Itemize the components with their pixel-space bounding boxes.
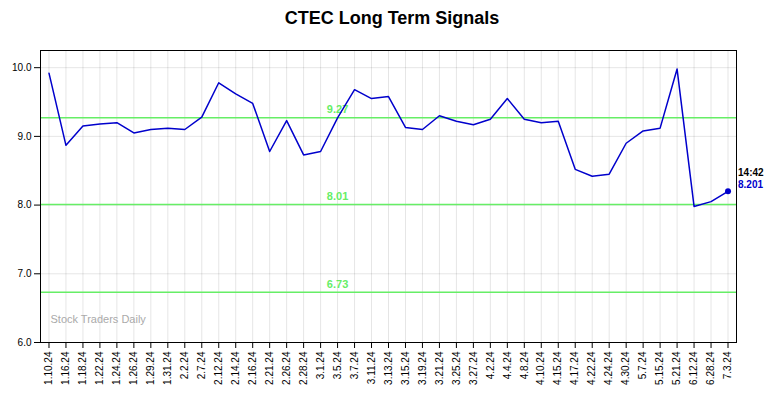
svg-text:2.7.24: 2.7.24 <box>196 351 207 379</box>
svg-text:2.14.24: 2.14.24 <box>230 351 241 385</box>
html-text:CTEC Long Term Signals: CTEC Long Term Signals <box>284 8 500 28</box>
svg-text:3.5.24: 3.5.24 <box>332 351 343 379</box>
svg-text:1.22.24: 1.22.24 <box>94 351 105 385</box>
svg-text:5.15.24: 5.15.24 <box>654 351 665 385</box>
svg-text:3.27.24: 3.27.24 <box>468 351 479 385</box>
svg-text:1.31.24: 1.31.24 <box>162 351 173 385</box>
svg-text:5.7.24: 5.7.24 <box>637 351 648 379</box>
svg-text:4.17.24: 4.17.24 <box>569 351 580 385</box>
svg-text:Stock Traders Daily: Stock Traders Daily <box>51 313 147 325</box>
svg-text:8.01: 8.01 <box>327 190 348 202</box>
svg-text:4.24.24: 4.24.24 <box>603 351 614 385</box>
svg-text:6.12.24: 6.12.24 <box>688 351 699 385</box>
svg-text:1.29.24: 1.29.24 <box>145 351 156 385</box>
svg-text:8.201: 8.201 <box>738 179 763 190</box>
svg-text:1.26.24: 1.26.24 <box>128 351 139 385</box>
svg-text:7.0: 7.0 <box>18 268 32 279</box>
svg-text:3.21.24: 3.21.24 <box>434 351 445 385</box>
svg-text:3.1.24: 3.1.24 <box>315 351 326 379</box>
svg-text:4.10.24: 4.10.24 <box>535 351 546 385</box>
svg-text:9.0: 9.0 <box>18 131 32 142</box>
svg-text:8.0: 8.0 <box>18 199 32 210</box>
svg-text:1.24.24: 1.24.24 <box>111 351 122 385</box>
svg-text:4.22.24: 4.22.24 <box>586 351 597 385</box>
svg-text:7.3.24: 7.3.24 <box>722 351 733 379</box>
svg-text:2.26.24: 2.26.24 <box>281 351 292 385</box>
svg-text:2.2.24: 2.2.24 <box>179 351 190 379</box>
svg-text:1.18.24: 1.18.24 <box>77 351 88 385</box>
svg-text:1.16.24: 1.16.24 <box>60 351 71 385</box>
svg-text:2.21.24: 2.21.24 <box>264 351 275 385</box>
svg-text:6.28.24: 6.28.24 <box>705 351 716 385</box>
svg-text:3.11.24: 3.11.24 <box>366 351 377 384</box>
svg-text:2.12.24: 2.12.24 <box>213 351 224 385</box>
svg-text:3.19.24: 3.19.24 <box>417 351 428 385</box>
svg-text:4.15.24: 4.15.24 <box>552 351 563 385</box>
svg-text:3.15.24: 3.15.24 <box>400 351 411 385</box>
svg-text:2.16.24: 2.16.24 <box>247 351 258 385</box>
svg-text:4.4.24: 4.4.24 <box>502 351 513 379</box>
svg-text:10.0: 10.0 <box>12 62 32 73</box>
svg-text:1.10.24: 1.10.24 <box>43 351 54 385</box>
svg-text:4.8.24: 4.8.24 <box>519 351 530 379</box>
svg-text:5.21.24: 5.21.24 <box>671 351 682 385</box>
svg-text:4.2.24: 4.2.24 <box>485 351 496 379</box>
svg-text:6.73: 6.73 <box>327 278 348 290</box>
svg-text:14:42: 14:42 <box>738 167 764 178</box>
svg-text:3.25.24: 3.25.24 <box>451 351 462 385</box>
svg-text:3.7.24: 3.7.24 <box>349 351 360 379</box>
svg-text:6.0: 6.0 <box>18 337 32 348</box>
svg-text:9.27: 9.27 <box>326 103 349 116</box>
svg-text:4.30.24: 4.30.24 <box>620 351 631 385</box>
svg-text:2.28.24: 2.28.24 <box>298 351 309 385</box>
svg-text:3.13.24: 3.13.24 <box>383 351 394 385</box>
